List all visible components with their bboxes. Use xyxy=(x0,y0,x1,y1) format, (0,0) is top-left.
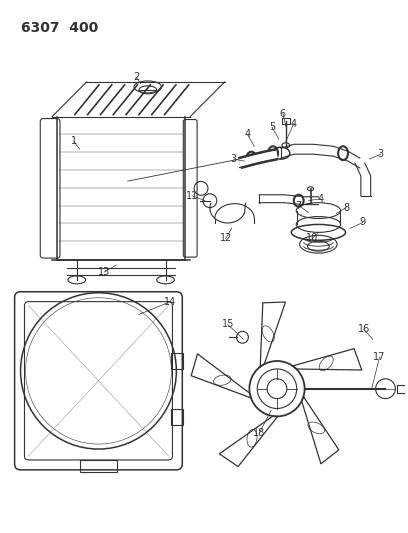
Text: 16: 16 xyxy=(358,325,370,334)
Text: 9: 9 xyxy=(360,217,366,228)
Text: 14: 14 xyxy=(164,297,177,306)
Text: 18: 18 xyxy=(253,428,265,438)
Text: 3: 3 xyxy=(377,149,384,159)
Text: 11: 11 xyxy=(186,191,198,201)
Text: 3: 3 xyxy=(231,154,237,164)
Text: 5: 5 xyxy=(269,123,275,133)
Text: 4: 4 xyxy=(244,130,251,140)
Text: 15: 15 xyxy=(222,319,234,329)
Text: 17: 17 xyxy=(373,352,386,362)
Text: 8: 8 xyxy=(343,203,349,213)
Bar xyxy=(171,409,183,425)
Text: 12: 12 xyxy=(220,233,232,243)
Bar xyxy=(80,460,117,472)
Text: 4: 4 xyxy=(317,193,324,204)
Text: 13: 13 xyxy=(98,267,111,277)
Text: 7: 7 xyxy=(295,200,302,211)
Text: 10: 10 xyxy=(306,233,319,243)
Text: 6: 6 xyxy=(280,109,286,119)
Bar xyxy=(171,353,183,369)
Text: 1: 1 xyxy=(71,136,77,147)
Text: 2: 2 xyxy=(133,72,139,82)
Text: 4: 4 xyxy=(290,118,297,128)
Text: 6307  400: 6307 400 xyxy=(20,21,98,35)
